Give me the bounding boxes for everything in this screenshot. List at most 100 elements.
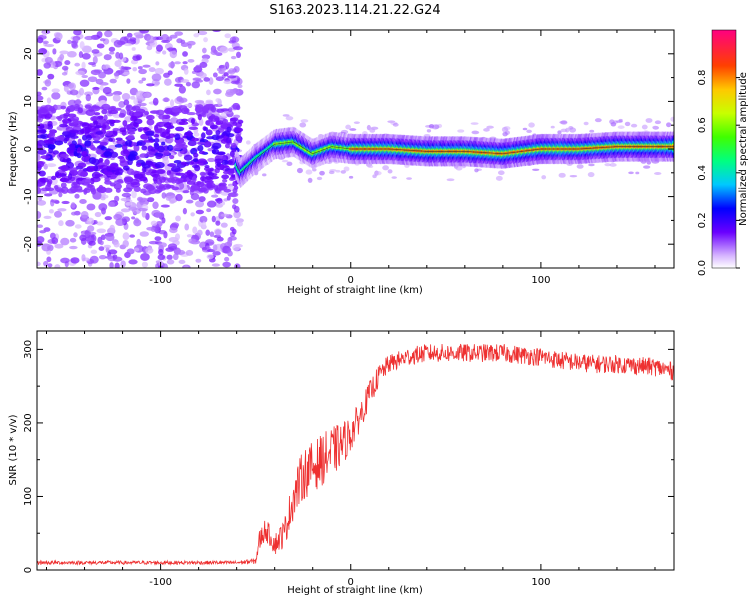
spectral-blob (203, 37, 208, 43)
spectral-blob (171, 179, 177, 184)
spectral-blob (227, 159, 236, 166)
spectral-blob (230, 142, 237, 149)
spectral-blob (86, 134, 93, 141)
spectral-blob (171, 222, 180, 228)
spectral-blob (182, 61, 188, 65)
spectral-blob (392, 122, 399, 127)
spectral-blob (113, 39, 123, 48)
spectral-blob (71, 40, 78, 48)
spectral-blob (139, 231, 149, 237)
spectral-blob (108, 109, 119, 115)
spectral-blob (583, 121, 589, 126)
colorbar-tick-label: 0.8 (697, 70, 708, 86)
spectral-blob (202, 107, 209, 112)
spectral-blob (55, 187, 64, 192)
spectral-blob (93, 69, 103, 73)
spectral-blob (226, 126, 232, 133)
spectral-blob (285, 116, 294, 121)
spectral-blob (175, 141, 186, 146)
spectral-blob (61, 200, 70, 205)
spectral-blob (120, 149, 130, 157)
spectral-blob (206, 200, 217, 208)
spectral-blob (196, 141, 206, 145)
spectral-blob (47, 73, 55, 80)
spectral-blob (212, 244, 218, 252)
spectral-blob (99, 85, 104, 91)
spectral-blob (221, 174, 230, 180)
spectral-blob (114, 172, 123, 176)
spectral-blob (215, 130, 221, 136)
spectral-blob (199, 171, 206, 177)
spectral-blob (167, 243, 178, 250)
spectral-blob (184, 223, 190, 231)
spectral-blob (157, 145, 166, 153)
spectral-blob (206, 208, 212, 213)
spectral-blob (191, 175, 197, 183)
spectral-blob (40, 155, 51, 160)
spectral-blob (69, 104, 76, 111)
spectral-blob (190, 193, 200, 201)
spectral-blob (51, 175, 57, 181)
spectral-blob (60, 257, 70, 264)
spectral-blob (37, 141, 41, 146)
spectral-blob (81, 61, 86, 70)
spectral-blob (96, 148, 104, 155)
spectral-blob (92, 140, 101, 144)
spectral-blob (229, 117, 239, 122)
spectral-blob (119, 157, 126, 164)
spectral-blob (104, 30, 113, 38)
spectral-blob (112, 94, 121, 102)
spectral-blob (107, 201, 115, 207)
spectral-blob (209, 175, 220, 180)
spectral-blob (156, 44, 163, 52)
spectral-blob (104, 216, 113, 221)
spectral-blob (180, 42, 189, 48)
spectral-blob (207, 249, 216, 253)
spectral-blob (178, 85, 186, 94)
spectral-blob (237, 84, 243, 89)
spectral-blob (457, 129, 465, 133)
spectral-blob (183, 154, 193, 161)
spectral-blob (206, 254, 214, 260)
spectral-blob (532, 168, 540, 171)
spectral-blob (372, 174, 377, 179)
spectral-blob (624, 121, 631, 127)
spectral-blob (99, 38, 106, 42)
spectral-blob (145, 172, 152, 176)
spectral-blob (73, 118, 79, 125)
spectral-blob (387, 169, 393, 174)
spectral-blob (155, 185, 165, 190)
spectral-blob (319, 170, 325, 176)
spectral-blob (47, 144, 56, 150)
spectral-blob (73, 151, 78, 157)
spectrogram-plot-area (37, 30, 674, 268)
spectral-blob (73, 124, 82, 128)
spectral-blob (141, 210, 147, 218)
spectral-blob (114, 60, 122, 67)
spectral-blob (617, 125, 625, 129)
spectral-blob (104, 159, 110, 166)
colorbar-tick-label: 0.6 (697, 117, 708, 133)
spectral-blob (92, 55, 98, 64)
spectral-blob (193, 33, 200, 38)
spectral-blob (98, 203, 108, 211)
spectral-blob (76, 147, 82, 154)
spectral-blob (79, 79, 90, 87)
spectral-blob (79, 234, 87, 242)
spectral-blob (210, 49, 219, 56)
spectral-blob (189, 186, 196, 193)
spectral-blob (80, 210, 89, 219)
spectral-blob (162, 183, 172, 190)
spectral-blob (373, 170, 382, 176)
spectral-blob (194, 99, 205, 104)
spectral-blob (44, 79, 52, 87)
spectral-blob (166, 47, 177, 51)
spectral-blob (609, 119, 615, 125)
spectral-blob (97, 173, 104, 177)
spectral-blob (223, 80, 232, 85)
spectrogram-xlabel: Height of straight line (km) (287, 285, 423, 296)
spectral-blob (42, 40, 49, 45)
spectral-blob (53, 210, 63, 218)
spectral-blob (109, 262, 114, 268)
